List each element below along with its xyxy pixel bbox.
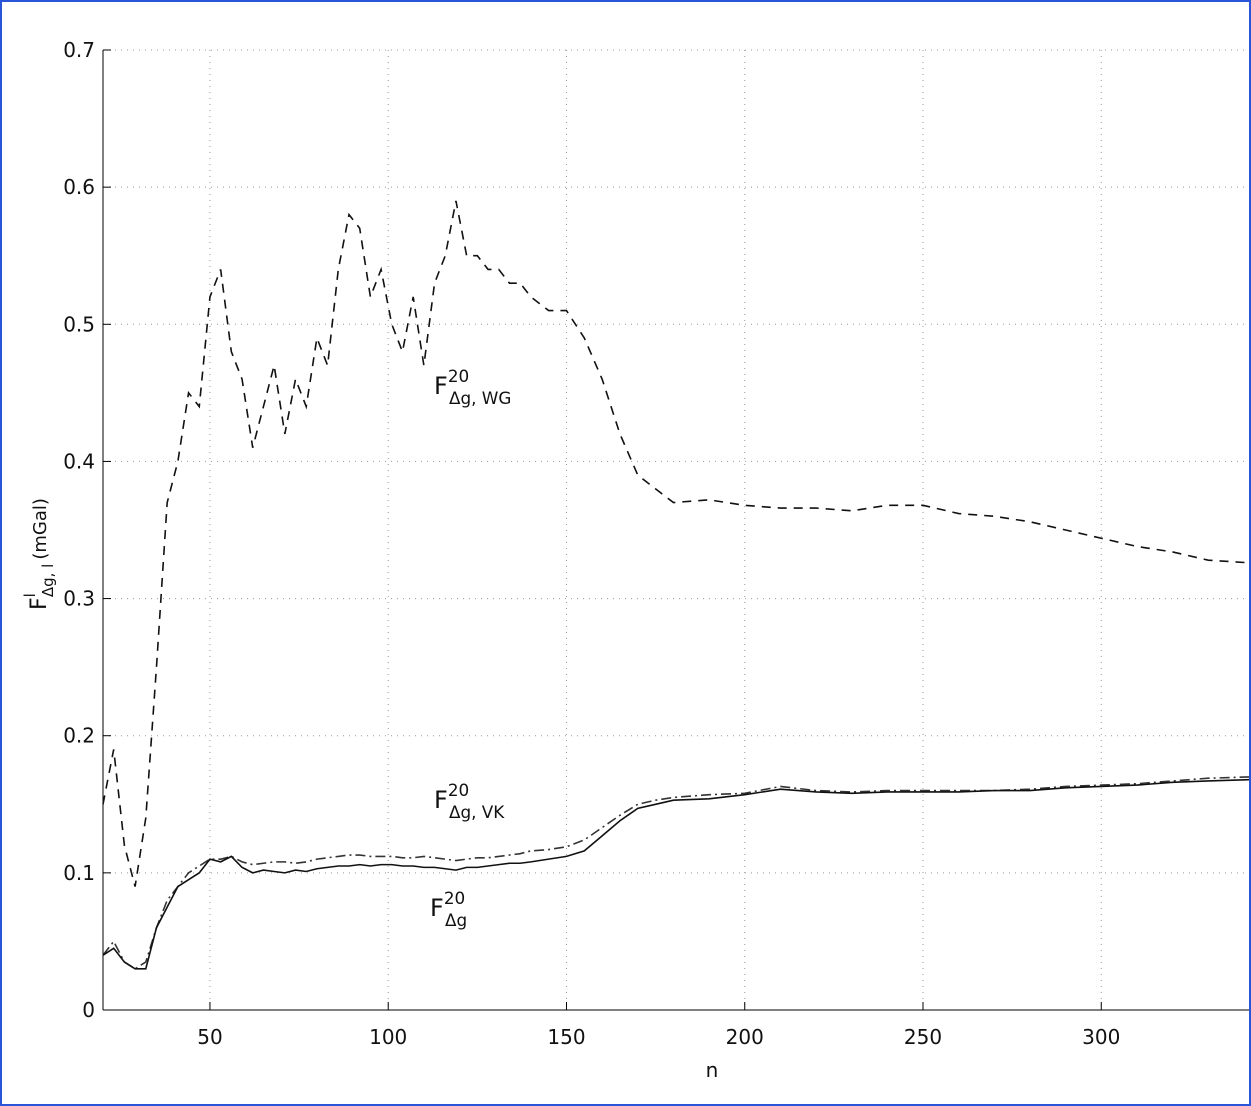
y-label-text: FlΔg, l (mGal) [21,498,57,610]
series-label: F20 Δg [430,888,467,930]
label-sub: Δg, VK [449,802,505,822]
label-sub: Δg [445,910,467,930]
label-base: F [434,786,448,814]
label-text: F20 Δg, VK [434,780,505,822]
label-base: F [434,372,448,400]
y-label-unit: (mGal) [30,498,51,560]
label-sup: 20 [448,780,469,800]
y-label-base: F [27,597,52,610]
label-text: F20 Δg [430,888,467,930]
x-tick-label: 300 [1082,1025,1120,1049]
x-tick-label: 100 [369,1025,407,1049]
x-tick-label: 50 [197,1025,222,1049]
y-tick-label: 0.5 [63,312,95,336]
x-tick-label: 250 [904,1025,942,1049]
y-tick-label: 0.1 [63,861,95,885]
line-series [102,200,1249,887]
y-tick-label: 0.3 [63,587,95,611]
label-sub: Δg, WG [449,388,511,408]
label-base: F [430,894,444,922]
x-axis-label: n [706,1058,719,1082]
line-series [102,776,1249,970]
y-label-sup: l [21,593,39,597]
series-label: F20 Δg, VK [434,780,505,822]
line-series [102,778,1249,970]
x-tick-label: 200 [726,1025,764,1049]
y-tick-label: 0.6 [63,175,95,199]
label-sup: 20 [448,366,469,386]
y-tick-label: 0.4 [63,449,95,473]
series-label: F20 Δg, WG [434,366,511,408]
label-sup: 20 [444,888,465,908]
y-tick-label: 0.2 [63,724,95,748]
x-tick-label: 150 [547,1025,585,1049]
y-axis-label: FlΔg, l (mGal) [21,498,57,610]
y-label-sub: Δg, l [39,564,57,598]
label-text: F20 Δg, WG [434,366,511,408]
y-tick-label: 0 [82,998,95,1022]
y-tick-label: 0.7 [63,38,95,62]
